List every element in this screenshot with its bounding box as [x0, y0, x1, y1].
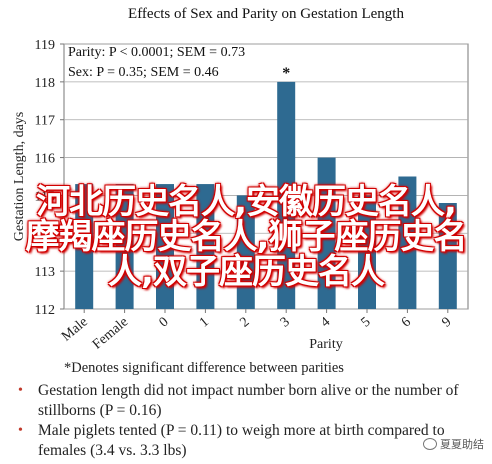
- bullet-icon: •: [18, 383, 23, 398]
- x-tick-label: 1: [197, 315, 212, 331]
- y-tick-label: 113: [35, 265, 55, 280]
- y-tick-label: 114: [35, 227, 55, 242]
- x-tick-label: 5: [359, 315, 374, 331]
- note-text: Gestation length did not impact number b…: [38, 382, 459, 419]
- chart-title: Effects of Sex and Parity on Gestation L…: [128, 6, 404, 22]
- y-tick-label: 115: [35, 189, 55, 204]
- x-tick-label: 3: [278, 315, 293, 331]
- significance-star: *: [282, 65, 290, 82]
- overlay-text-line-1: 河北历史名人,安徽历史名人,: [36, 182, 457, 222]
- x-tick-label: 2: [237, 315, 252, 331]
- x-tick-label: 6: [399, 315, 414, 331]
- y-tick-label: 116: [35, 152, 55, 167]
- x-tick-label: 4: [318, 315, 333, 331]
- note-item: • Male piglets tented (P = 0.11) to weig…: [18, 421, 488, 461]
- footnote: *Denotes significant difference between …: [64, 360, 344, 376]
- bar: [156, 184, 174, 309]
- x-tick-label: Female: [90, 315, 131, 353]
- y-axis-label: Gestation Length, days: [12, 112, 27, 241]
- y-tick-label: 117: [35, 114, 55, 129]
- note-item: • Gestation length did not impact number…: [18, 381, 488, 421]
- bar: [75, 184, 94, 309]
- bar: [438, 203, 457, 309]
- wechat-icon: [423, 438, 437, 450]
- bar: [115, 184, 134, 309]
- bar: [398, 176, 417, 309]
- gestation-chart: Effects of Sex and Parity on Gestation L…: [12, 6, 469, 376]
- x-tick-label: 9: [439, 315, 454, 331]
- stats-annotation: Parity: P < 0.0001; SEM = 0.73: [68, 45, 245, 60]
- x-tick-label: Male: [59, 315, 91, 345]
- stats-annotation: Sex: P = 0.35; SEM = 0.46: [68, 65, 219, 80]
- notes-list: • Gestation length did not impact number…: [18, 381, 488, 461]
- y-tick-label: 118: [35, 76, 55, 91]
- bar: [317, 157, 336, 309]
- x-axis-label: Parity: [309, 337, 342, 352]
- note-text: Male piglets tented (P = 0.11) to weigh …: [38, 422, 445, 459]
- bar: [277, 81, 296, 309]
- y-tick-label: 119: [35, 38, 55, 53]
- watermark: 夏夏助结: [423, 436, 484, 452]
- watermark-text: 夏夏助结: [440, 438, 484, 451]
- overlay-text-line-3: 人,双子座历史名人: [108, 252, 385, 292]
- y-tick-label: 112: [35, 303, 55, 318]
- overlay-text-line-2: 摩羯座历史名人,狮子座历史名: [25, 217, 468, 257]
- x-tick-label: 0: [157, 315, 172, 331]
- bar: [358, 195, 376, 309]
- bullet-icon: •: [18, 423, 23, 438]
- bar: [196, 184, 215, 309]
- bar: [236, 195, 255, 309]
